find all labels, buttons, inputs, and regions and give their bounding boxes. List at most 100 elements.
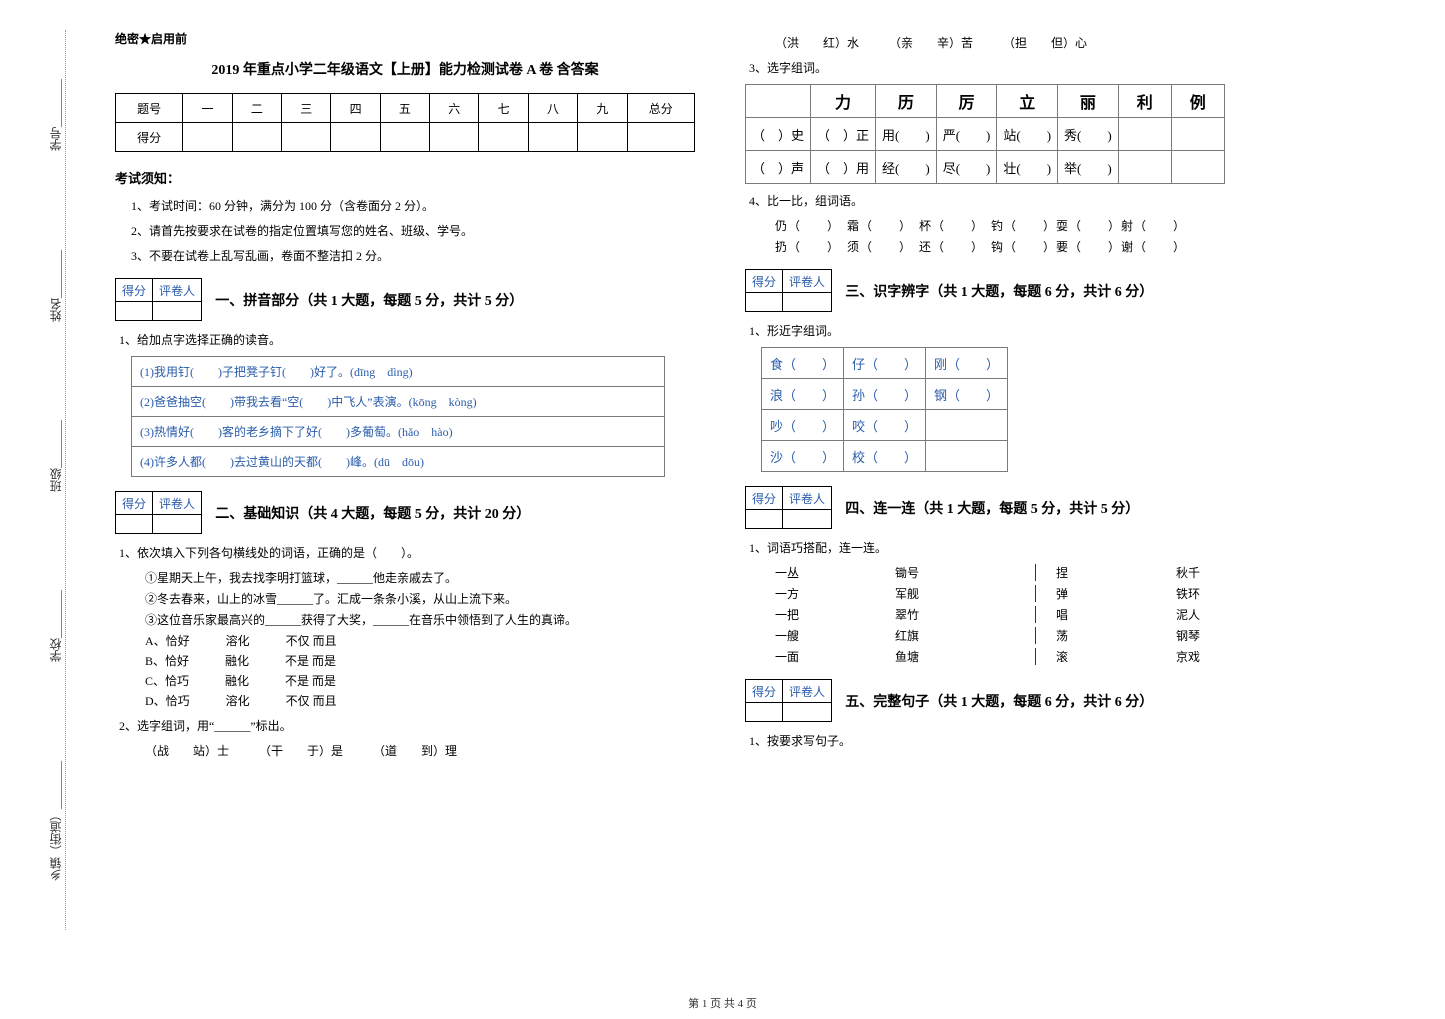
match-row: 一面 鱼塘 滚 京戏 xyxy=(775,648,1325,665)
match-cell: 锄号 xyxy=(895,564,1015,581)
grader-empty xyxy=(746,510,783,529)
score-header-cell: 一 xyxy=(183,94,232,123)
char-cell: 尽( ) xyxy=(936,151,997,184)
grader-box: 得分评卷人 xyxy=(745,679,832,722)
score-empty-cell xyxy=(282,123,331,152)
char-cell xyxy=(1171,118,1224,151)
score-header-cell: 题号 xyxy=(116,94,183,123)
score-header-cell: 七 xyxy=(479,94,528,123)
char-cell: 秀( ) xyxy=(1058,118,1119,151)
pair-cell: 沙（ ） xyxy=(762,441,844,472)
sidebar-label: 班级________ xyxy=(47,420,64,492)
char-select-table: 力 历 厉 立 丽 利 例 （ ）史 （ ）正 用( ) 严( ) 站( ) 秀… xyxy=(745,84,1225,184)
char-cell: （ ）声 xyxy=(746,151,811,184)
q2-3-prompt: 3、选字组词。 xyxy=(749,59,1325,76)
match-cell: 铁环 xyxy=(1176,585,1296,602)
char-cell: 经( ) xyxy=(876,151,937,184)
score-empty-cell xyxy=(183,123,232,152)
score-label-cell: 得分 xyxy=(116,123,183,152)
q2-1-prompt: 1、依次填入下列各句横线处的词语，正确的是（ ）。 xyxy=(119,544,695,561)
q2-2-line: （战 站）士 （干 于）是 （道 到）理 xyxy=(145,742,695,759)
exam-title: 2019 年重点小学二年级语文【上册】能力检测试卷 A 卷 含答案 xyxy=(115,59,695,79)
q3-1-prompt: 1、形近字组词。 xyxy=(749,322,1325,339)
grader-box: 得分评卷人 xyxy=(745,486,832,529)
char-cell: 壮( ) xyxy=(997,151,1058,184)
match-cell: 钢琴 xyxy=(1176,627,1296,644)
match-cell: 一丛 xyxy=(775,564,895,581)
q2-4-prompt: 4、比一比，组词语。 xyxy=(749,192,1325,209)
char-cell: 举( ) xyxy=(1058,151,1119,184)
char-header-cell xyxy=(746,85,811,118)
pair-row: 食（ ） 仔（ ） 刚（ ） xyxy=(762,348,1008,379)
page-footer: 第 1 页 共 4 页 xyxy=(0,995,1445,1011)
section3-title: 三、识字辨字（共 1 大题，每题 6 分，共计 6 分） xyxy=(845,281,1153,301)
q2-4-line: 仍（ ） 霜（ ） 杯（ ） 钓（ ）耍（ ）射（ ） xyxy=(775,217,1325,234)
score-empty-cell xyxy=(479,123,528,152)
pinyin-row: (3)热情好( )客的老乡摘下了好( )多葡萄。(hǎo hào) xyxy=(132,417,665,447)
shape-word-table: 食（ ） 仔（ ） 刚（ ） 浪（ ） 孙（ ） 钢（ ） 吵（ ） 咬（ ） … xyxy=(761,347,1008,472)
pair-cell: 仔（ ） xyxy=(844,348,926,379)
grader-empty xyxy=(153,515,202,534)
pair-cell: 校（ ） xyxy=(844,441,926,472)
pair-row: 吵（ ） 咬（ ） xyxy=(762,410,1008,441)
match-cell: 一把 xyxy=(775,606,895,623)
sidebar-label: 姓名________ xyxy=(47,250,64,322)
match-cell: 红旗 xyxy=(895,627,1015,644)
grader-col: 得分 xyxy=(746,487,783,510)
grader-col: 得分 xyxy=(116,492,153,515)
grader-box: 得分评卷人 xyxy=(745,269,832,312)
grader-col: 得分 xyxy=(746,680,783,703)
pinyin-row: (2)爸爸抽空( )带我去看“空( )中飞人”表演。(kōng kòng) xyxy=(132,387,665,417)
char-cell xyxy=(1171,151,1224,184)
match-cell: 翠竹 xyxy=(895,606,1015,623)
pair-cell: 食（ ） xyxy=(762,348,844,379)
score-table: 题号 一 二 三 四 五 六 七 八 九 总分 得分 xyxy=(115,93,695,152)
char-header-cell: 历 xyxy=(876,85,937,118)
pair-cell: 吵（ ） xyxy=(762,410,844,441)
char-header-cell: 利 xyxy=(1118,85,1171,118)
pair-cell xyxy=(926,441,1008,472)
match-cell: 泥人 xyxy=(1176,606,1296,623)
right-column: （洪 红）水 （亲 辛）苦 （担 但）心 3、选字组词。 力 历 厉 立 丽 利… xyxy=(730,30,1340,763)
grader-col: 得分 xyxy=(746,270,783,293)
match-row: 一艘 红旗 荡 钢琴 xyxy=(775,627,1325,644)
char-row: （ ）声 （ ）用 经( ) 尽( ) 壮( ) 举( ) xyxy=(746,151,1225,184)
notice-item: 2、请首先按要求在试卷的指定位置填写您的姓名、班级、学号。 xyxy=(131,222,695,239)
grader-col: 评卷人 xyxy=(153,279,202,302)
page-container: 绝密★启用前 2019 年重点小学二年级语文【上册】能力检测试卷 A 卷 含答案… xyxy=(0,0,1445,773)
grader-empty xyxy=(116,515,153,534)
char-cell: 用( ) xyxy=(876,118,937,151)
grader-empty xyxy=(746,703,783,722)
seal-line xyxy=(65,30,66,930)
pinyin-row: (4)许多人都( )去过黄山的天都( )峰。(dū dōu) xyxy=(132,447,665,477)
match-cell: 一面 xyxy=(775,648,895,665)
section2-header: 得分评卷人 二、基础知识（共 4 大题，每题 5 分，共计 20 分） xyxy=(115,491,695,534)
section1-title: 一、拼音部分（共 1 大题，每题 5 分，共计 5 分） xyxy=(215,290,523,310)
section4-title: 四、连一连（共 1 大题，每题 5 分，共计 5 分） xyxy=(845,498,1139,518)
pair-cell: 刚（ ） xyxy=(926,348,1008,379)
pair-cell: 浪（ ） xyxy=(762,379,844,410)
score-value-row: 得分 xyxy=(116,123,695,152)
pair-cell: 咬（ ） xyxy=(844,410,926,441)
q5-1-prompt: 1、按要求写句子。 xyxy=(749,732,1325,749)
char-cell: 站( ) xyxy=(997,118,1058,151)
notice-title: 考试须知： xyxy=(115,168,695,187)
q2-2-prompt: 2、选字组词，用“______”标出。 xyxy=(119,717,695,734)
grader-box: 得分评卷人 xyxy=(115,491,202,534)
char-cell xyxy=(1118,151,1171,184)
score-header-cell: 九 xyxy=(578,94,627,123)
grader-empty xyxy=(746,293,783,312)
notice-item: 3、不要在试卷上乱写乱画，卷面不整洁扣 2 分。 xyxy=(131,247,695,264)
score-empty-cell xyxy=(578,123,627,152)
char-header-cell: 丽 xyxy=(1058,85,1119,118)
section1-header: 得分评卷人 一、拼音部分（共 1 大题，每题 5 分，共计 5 分） xyxy=(115,278,695,321)
binding-sidebar: 学号________ 姓名________ 班级________ 学校_____… xyxy=(25,30,85,930)
grader-empty xyxy=(116,302,153,321)
q2-2-line: （洪 红）水 （亲 辛）苦 （担 但）心 xyxy=(775,34,1325,51)
char-header-cell: 力 xyxy=(811,85,876,118)
sidebar-label: 乡镇（街道）________ xyxy=(47,761,64,881)
secret-label: 绝密★启用前 xyxy=(115,30,695,47)
q2-1-item: ①星期天上午，我去找李明打篮球，______他走亲戚去了。 xyxy=(145,569,695,586)
section4-header: 得分评卷人 四、连一连（共 1 大题，每题 5 分，共计 5 分） xyxy=(745,486,1325,529)
score-empty-cell xyxy=(232,123,281,152)
